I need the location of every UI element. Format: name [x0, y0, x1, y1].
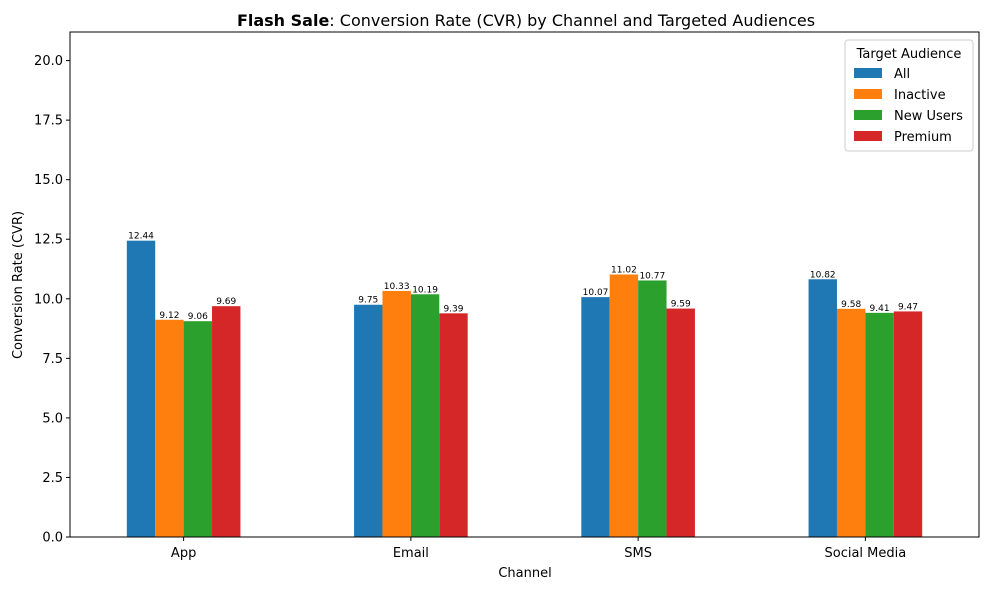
- y-axis: 0.0 2.5 5.0 7.5 10.0 12.5 15.0 17.5 20.0: [34, 54, 70, 546]
- bar-value-label: 9.47: [898, 302, 918, 312]
- bar-labels-group: 12.44 9.75 10.07 10.82 9.12 10.33 11.02 9.58 9.0…: [128, 232, 918, 323]
- bar-value-label: 10.82: [810, 270, 836, 280]
- x-tick-label: Social Media: [825, 546, 907, 561]
- bar-value-label: 9.06: [188, 312, 208, 322]
- bar-value-label: 10.07: [583, 288, 609, 298]
- bar-new-users: [183, 321, 213, 537]
- bar-new-users: [638, 280, 667, 537]
- chart-title: Flash Sale: Conversion Rate (CVR) by Cha…: [237, 11, 815, 30]
- bar-value-label: 9.69: [216, 297, 236, 307]
- x-axis-label: Channel: [498, 566, 551, 581]
- plot-frame: [69, 31, 980, 538]
- bar-premium: [212, 306, 241, 537]
- bar-value-label: 9.41: [870, 304, 890, 314]
- bar-inactive: [836, 308, 866, 537]
- legend-box: [844, 39, 974, 152]
- y-tick-label: 7.5: [42, 352, 63, 367]
- y-tick-label: 17.5: [34, 114, 63, 129]
- bars-group: [126, 240, 923, 538]
- bar-new-users: [865, 312, 894, 537]
- bar-new-users: [410, 294, 440, 537]
- y-tick-label: 15.0: [34, 173, 63, 188]
- x-axis: App Email SMS Social Media: [171, 537, 906, 561]
- legend-label-inactive: Inactive: [894, 88, 946, 103]
- bar-premium: [666, 308, 695, 537]
- y-tick-label: 2.5: [42, 471, 63, 486]
- bar-value-label: 11.02: [611, 265, 637, 275]
- x-tick-label: Email: [393, 546, 429, 561]
- x-tick-label: App: [171, 546, 196, 561]
- bar-value-label: 12.44: [128, 232, 154, 242]
- bar-all: [808, 279, 837, 537]
- bar-premium: [439, 313, 468, 537]
- bar-premium: [893, 311, 923, 537]
- legend-label-premium: Premium: [894, 130, 952, 145]
- bar-value-label: 10.19: [412, 285, 438, 295]
- legend: Target Audience All Inactive New Users Prem…: [844, 39, 974, 152]
- legend-swatch-all: [854, 68, 882, 78]
- bar-value-label: 9.12: [159, 311, 179, 321]
- bar-value-label: 10.77: [639, 271, 665, 281]
- chart-title-bold: Flash Sale: [237, 11, 330, 30]
- y-tick-label: 10.0: [34, 292, 63, 307]
- bar-value-label: 9.75: [358, 296, 378, 306]
- bar-value-label: 10.33: [384, 282, 410, 292]
- bar-inactive: [609, 274, 639, 537]
- legend-swatch-premium: [854, 131, 882, 141]
- bar-all: [581, 297, 610, 537]
- bar-value-label: 9.58: [841, 300, 861, 310]
- y-tick-label: 0.0: [42, 531, 63, 546]
- bar-all: [126, 240, 156, 538]
- bar-inactive: [155, 319, 184, 537]
- y-axis-label: Conversion Rate (CVR): [11, 211, 26, 359]
- chart-title-rest: : Conversion Rate (CVR) by Channel and T…: [329, 11, 815, 30]
- y-tick-label: 12.5: [34, 233, 63, 248]
- bar-value-label: 9.39: [443, 304, 463, 314]
- x-tick-label: SMS: [624, 546, 652, 561]
- bar-all: [354, 304, 383, 537]
- legend-title: Target Audience: [856, 47, 962, 62]
- y-tick-label: 20.0: [34, 54, 63, 69]
- bar-value-label: 9.59: [671, 300, 691, 310]
- legend-label-new-users: New Users: [894, 109, 963, 124]
- bar-inactive: [382, 290, 411, 537]
- legend-label-all: All: [894, 67, 910, 82]
- legend-swatch-inactive: [854, 89, 882, 99]
- y-tick-label: 5.0: [42, 411, 63, 426]
- legend-swatch-new-users: [854, 110, 882, 120]
